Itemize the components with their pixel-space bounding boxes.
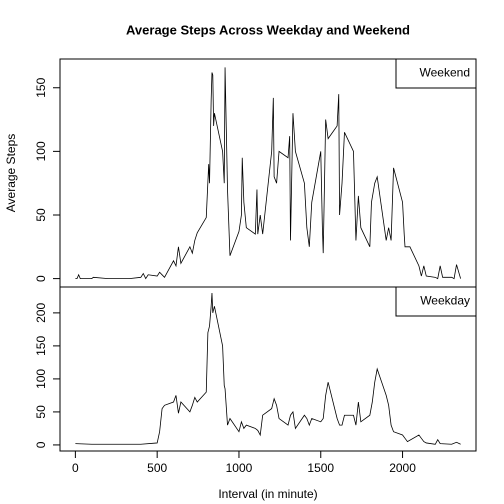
plot-frame (59, 58, 477, 288)
y-tick-label: 0 (34, 275, 48, 282)
y-tick-label: 0 (34, 441, 48, 448)
plot-frame (59, 286, 477, 452)
x-tick-label: 500 (147, 461, 167, 475)
y-tick-label: 150 (34, 336, 48, 356)
y-tick-label: 200 (34, 303, 48, 323)
y-tick-label: 100 (34, 369, 48, 389)
y-tick-label: 100 (34, 141, 48, 161)
x-tick-label: 2000 (389, 461, 416, 475)
legend-label: Weekend (420, 66, 470, 80)
y-tick-label: 150 (34, 77, 48, 97)
chart-title: Average Steps Across Weekday and Weekend (126, 22, 410, 37)
x-axis-label: Interval (in minute) (218, 487, 317, 501)
y-axis-label: Average Steps (4, 134, 18, 213)
data-line (75, 293, 461, 445)
legend-box (395, 286, 477, 317)
legend-box (395, 58, 477, 89)
y-tick-label: 50 (34, 405, 48, 419)
data-line (75, 67, 462, 280)
x-tick-label: 0 (72, 461, 79, 475)
legend-label: Weekday (420, 294, 470, 308)
x-tick-label: 1500 (307, 461, 334, 475)
y-tick-label: 50 (34, 208, 48, 222)
x-tick-label: 1000 (226, 461, 253, 475)
